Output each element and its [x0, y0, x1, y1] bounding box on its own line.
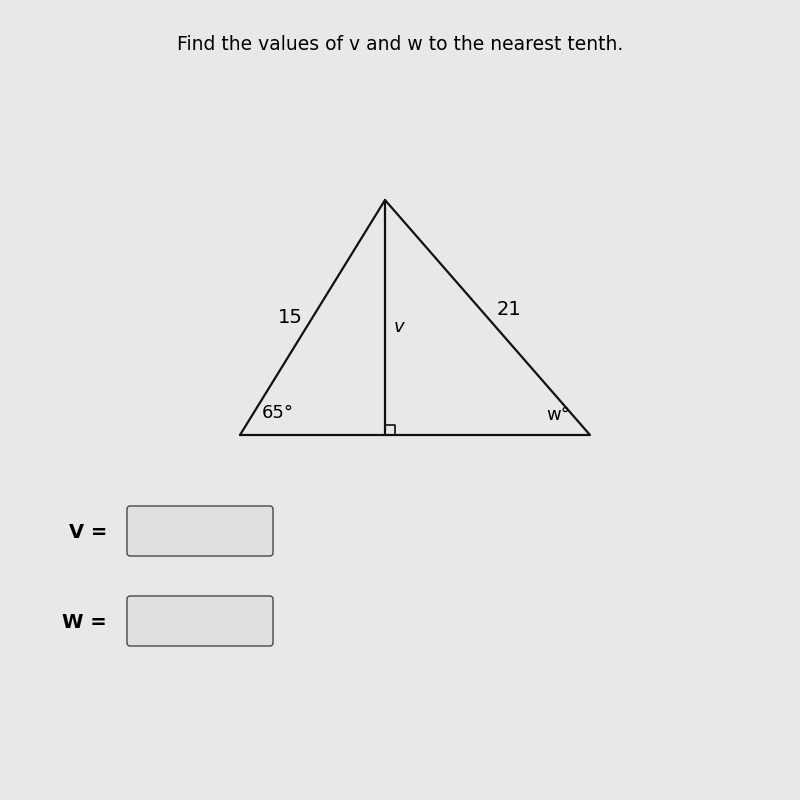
Text: v: v [394, 318, 404, 337]
Text: 15: 15 [278, 308, 303, 327]
FancyBboxPatch shape [127, 506, 273, 556]
Text: w°: w° [546, 406, 570, 424]
FancyBboxPatch shape [127, 596, 273, 646]
Text: V =: V = [69, 522, 107, 542]
Text: 21: 21 [497, 300, 522, 319]
Text: W =: W = [62, 613, 107, 631]
Text: Find the values of v and w to the nearest tenth.: Find the values of v and w to the neares… [177, 35, 623, 54]
Text: 65°: 65° [262, 404, 294, 422]
